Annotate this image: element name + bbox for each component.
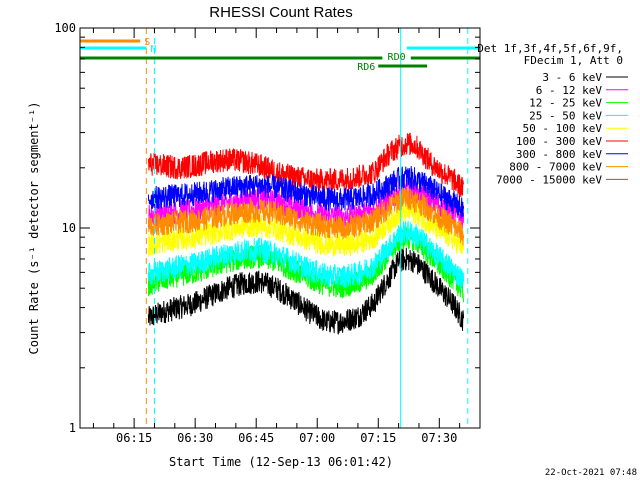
annotation-label-2: RD0: [388, 52, 406, 63]
legend-label-1: 6 - 12 keV: [536, 84, 603, 97]
x-tick-label-0: 06:15: [116, 431, 152, 445]
legend-label-5: 100 - 300 keV: [516, 135, 602, 148]
series-line-3: [147, 220, 465, 291]
y-tick-label-1: 10: [62, 221, 76, 235]
legend-header-line-1: Det 1f,3f,4f,5f,6f,9f,: [477, 42, 623, 55]
legend: Det 1f,3f,4f,5f,6f,9f, FDecim 1, Att 0 3…: [477, 42, 628, 186]
legend-header-line-2: FDecim 1, Att 0: [524, 54, 623, 67]
x-tick-label-4: 07:15: [360, 431, 396, 445]
annotation-label-1: N: [150, 44, 156, 55]
plot-area: SN RD0 RD6 1 10 100 06:15 06:30 06:45 07:00 07:15 0…: [54, 21, 481, 445]
x-tick-label-5: 07:30: [421, 431, 457, 445]
series-line-7: [147, 186, 465, 246]
y-axis-label: Count Rate (s⁻¹ detector segment⁻¹): [27, 102, 41, 355]
annotation-label-0: S: [144, 37, 150, 48]
timestamp: 22-Oct-2021 07:48: [545, 468, 637, 478]
x-tick-label-3: 07:00: [299, 431, 335, 445]
x-axis-label: Start Time (12-Sep-13 06:01:42): [169, 455, 393, 469]
legend-label-8: 7000 - 15000 keV: [496, 173, 602, 186]
x-tick-label-1: 06:30: [177, 431, 213, 445]
legend-label-6: 300 - 800 keV: [516, 148, 602, 161]
series-line-5: [147, 132, 465, 198]
legend-label-2: 12 - 25 keV: [529, 97, 602, 110]
legend-label-3: 25 - 50 keV: [529, 109, 602, 122]
series-line-0: [147, 247, 465, 335]
y-tick-label-0: 1: [69, 421, 76, 435]
legend-label-7: 800 - 7000 keV: [509, 161, 602, 174]
legend-label-4: 50 - 100 keV: [523, 122, 603, 135]
chart-title: RHESSI Count Rates: [209, 4, 352, 21]
x-tick-label-2: 06:45: [238, 431, 274, 445]
legend-label-0: 3 - 6 keV: [542, 71, 602, 84]
y-tick-label-2: 100: [54, 21, 76, 35]
series-line-6: [147, 165, 465, 219]
annotation-label-3: RD6: [357, 62, 375, 73]
